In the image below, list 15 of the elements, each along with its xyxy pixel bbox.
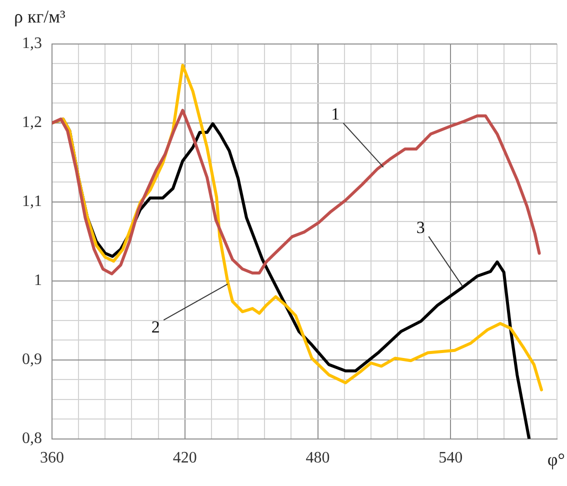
y-tick-label: 0,8 (22, 430, 42, 448)
annotation: 3 (416, 218, 425, 237)
y-tick-label: 0,9 (22, 351, 42, 368)
annotation: 2 (151, 318, 160, 337)
x-tick-label: 540 (438, 450, 463, 467)
x-tick-label: 360 (40, 450, 64, 467)
x-tick-label: 420 (172, 450, 197, 467)
y-tick-label: 1 (34, 272, 42, 290)
y-axis-title: ρ кг/м³ (14, 6, 66, 27)
y-tick-label: 1,3 (22, 35, 42, 52)
y-tick-label: 1,2 (22, 114, 42, 132)
x-tick-label: 480 (306, 450, 330, 467)
x-axis-title: φ° (547, 450, 565, 470)
y-tick-label: 1,1 (22, 193, 42, 210)
annotation: 1 (331, 104, 340, 124)
